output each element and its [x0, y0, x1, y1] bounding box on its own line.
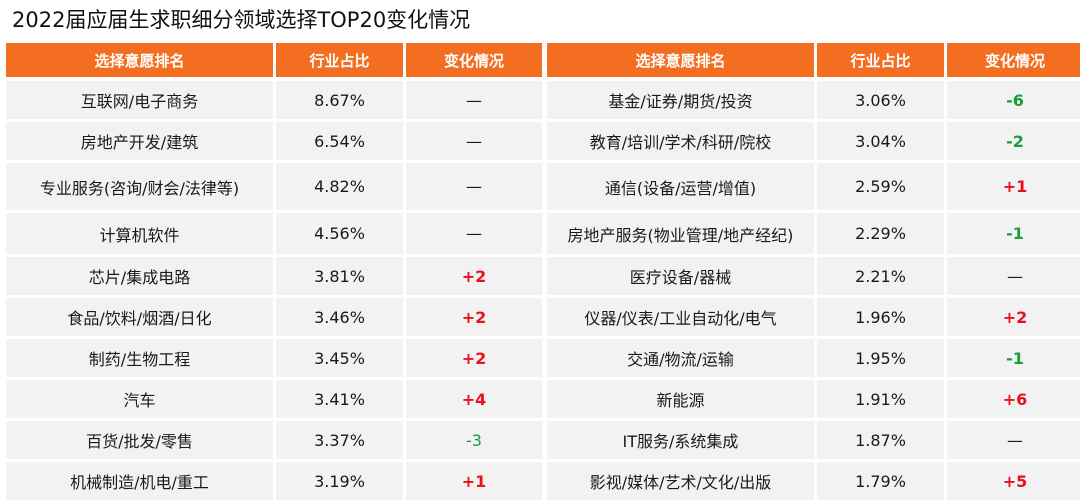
table-row: 医疗设备/器械 2.21% — [547, 257, 1080, 295]
header-rank: 选择意愿排名 [6, 43, 273, 77]
table-row: 通信(设备/运营/增值) 2.59% +1 [547, 163, 1080, 210]
table-row: 食品/饮料/烟酒/日化 3.46% +2 [6, 298, 542, 336]
share-cell: 3.06% [817, 81, 944, 119]
change-cell: — [947, 421, 1080, 459]
share-cell: 3.19% [276, 462, 403, 500]
table-row: 芯片/集成电路 3.81% +2 [6, 257, 542, 295]
table-header: 选择意愿排名 行业占比 变化情况 [6, 43, 542, 77]
share-cell: 3.81% [276, 257, 403, 295]
share-cell: 3.37% [276, 421, 403, 459]
change-cell: -1 [947, 339, 1080, 377]
share-cell: 3.45% [276, 339, 403, 377]
table-row: 百货/批发/零售 3.37% -3 [6, 421, 542, 459]
table-row: 新能源 1.91% +6 [547, 380, 1080, 418]
table-right: 选择意愿排名 行业占比 变化情况 基金/证券/期货/投资 3.06% -6 教育/培训… [547, 43, 1080, 503]
share-cell: 1.96% [817, 298, 944, 336]
share-cell: 2.29% [817, 213, 944, 254]
change-cell: — [947, 257, 1080, 295]
industry-name-cell: 专业服务(咨询/财会/法律等) [6, 163, 273, 210]
industry-name-cell: 新能源 [547, 380, 814, 418]
table-header: 选择意愿排名 行业占比 变化情况 [547, 43, 1080, 77]
change-cell: +2 [406, 339, 542, 377]
table-row: 交通/物流/运输 1.95% -1 [547, 339, 1080, 377]
header-rank: 选择意愿排名 [547, 43, 814, 77]
industry-name-cell: 基金/证券/期货/投资 [547, 81, 814, 119]
table-row: 计算机软件 4.56% — [6, 213, 542, 254]
table-row: 互联网/电子商务 8.67% — [6, 81, 542, 119]
share-cell: 1.87% [817, 421, 944, 459]
change-cell: — [406, 81, 542, 119]
table-left: 选择意愿排名 行业占比 变化情况 互联网/电子商务 8.67% — 房地产开发/建筑 6… [6, 43, 542, 503]
industry-name-cell: 交通/物流/运输 [547, 339, 814, 377]
industry-name-cell: 机械制造/机电/重工 [6, 462, 273, 500]
table-row: 仪器/仪表/工业自动化/电气 1.96% +2 [547, 298, 1080, 336]
page-title: 2022届应届生求职细分领域选择TOP20变化情况 [12, 8, 471, 32]
ranking-table: 选择意愿排名 行业占比 变化情况 互联网/电子商务 8.67% — 房地产开发/建筑 6… [6, 43, 1080, 503]
table-row: IT服务/系统集成 1.87% — [547, 421, 1080, 459]
share-cell: 6.54% [276, 122, 403, 160]
change-cell: +2 [947, 298, 1080, 336]
industry-name-cell: 制药/生物工程 [6, 339, 273, 377]
change-cell: +1 [406, 462, 542, 500]
change-cell: +4 [406, 380, 542, 418]
change-cell: — [406, 163, 542, 210]
table-row: 基金/证券/期货/投资 3.06% -6 [547, 81, 1080, 119]
industry-name-cell: 通信(设备/运营/增值) [547, 163, 814, 210]
industry-name-cell: 教育/培训/学术/科研/院校 [547, 122, 814, 160]
industry-name-cell: 计算机软件 [6, 213, 273, 254]
industry-name-cell: 芯片/集成电路 [6, 257, 273, 295]
industry-name-cell: 百货/批发/零售 [6, 421, 273, 459]
table-row: 汽车 3.41% +4 [6, 380, 542, 418]
share-cell: 4.82% [276, 163, 403, 210]
header-change: 变化情况 [406, 43, 542, 77]
change-cell: +5 [947, 462, 1080, 500]
change-cell: -6 [947, 81, 1080, 119]
table-row: 影视/媒体/艺术/文化/出版 1.79% +5 [547, 462, 1080, 500]
change-cell: +6 [947, 380, 1080, 418]
change-cell: -1 [947, 213, 1080, 254]
change-cell: -2 [947, 122, 1080, 160]
share-cell: 1.79% [817, 462, 944, 500]
change-cell: — [406, 213, 542, 254]
table-row: 机械制造/机电/重工 3.19% +1 [6, 462, 542, 500]
header-change: 变化情况 [947, 43, 1080, 77]
table-row: 房地产开发/建筑 6.54% — [6, 122, 542, 160]
share-cell: 1.95% [817, 339, 944, 377]
header-share: 行业占比 [276, 43, 403, 77]
table-row: 制药/生物工程 3.45% +2 [6, 339, 542, 377]
industry-name-cell: 汽车 [6, 380, 273, 418]
industry-name-cell: 互联网/电子商务 [6, 81, 273, 119]
industry-name-cell: IT服务/系统集成 [547, 421, 814, 459]
change-cell: +2 [406, 298, 542, 336]
change-cell: -3 [406, 421, 542, 459]
industry-name-cell: 房地产开发/建筑 [6, 122, 273, 160]
share-cell: 3.46% [276, 298, 403, 336]
table-row: 教育/培训/学术/科研/院校 3.04% -2 [547, 122, 1080, 160]
change-cell: +2 [406, 257, 542, 295]
change-cell: — [406, 122, 542, 160]
share-cell: 1.91% [817, 380, 944, 418]
industry-name-cell: 食品/饮料/烟酒/日化 [6, 298, 273, 336]
industry-name-cell: 影视/媒体/艺术/文化/出版 [547, 462, 814, 500]
industry-name-cell: 仪器/仪表/工业自动化/电气 [547, 298, 814, 336]
share-cell: 3.04% [817, 122, 944, 160]
industry-name-cell: 房地产服务(物业管理/地产经纪) [547, 213, 814, 254]
table-row: 房地产服务(物业管理/地产经纪) 2.29% -1 [547, 213, 1080, 254]
table-row: 专业服务(咨询/财会/法律等) 4.82% — [6, 163, 542, 210]
industry-name-cell: 医疗设备/器械 [547, 257, 814, 295]
share-cell: 2.21% [817, 257, 944, 295]
share-cell: 2.59% [817, 163, 944, 210]
share-cell: 3.41% [276, 380, 403, 418]
header-share: 行业占比 [817, 43, 944, 77]
change-cell: +1 [947, 163, 1080, 210]
share-cell: 8.67% [276, 81, 403, 119]
share-cell: 4.56% [276, 213, 403, 254]
